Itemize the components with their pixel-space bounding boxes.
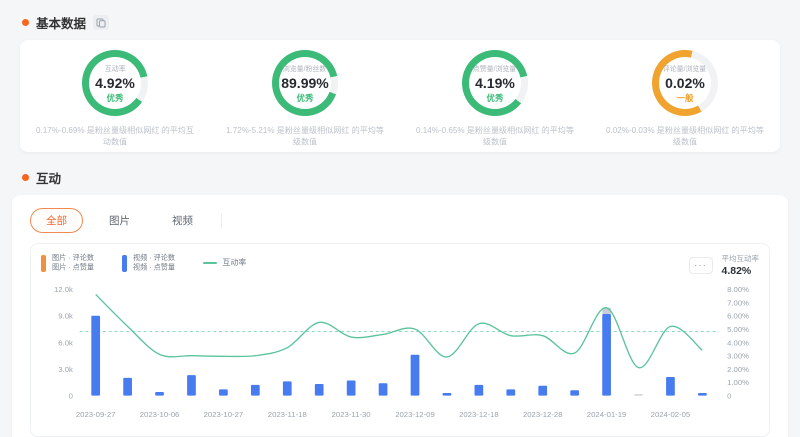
svg-text:2023-11-30: 2023-11-30 [332, 410, 371, 419]
gauge-status-badge: 优秀 [296, 92, 314, 103]
chart-controls: ··· 平均互动率 4.82% [688, 253, 760, 277]
svg-text:3.0k: 3.0k [58, 365, 73, 374]
interaction-card: 全部 图片 视频 图片 · 评论数 图片 · 点赞量 视频 · 评论数 视频 · 点… [12, 195, 788, 437]
bar-series-swatch-icon [122, 254, 128, 272]
svg-text:4.00%: 4.00% [727, 338, 749, 347]
orange-bullet-icon [22, 19, 29, 26]
svg-text:5.00%: 5.00% [727, 325, 749, 334]
gauge-inner: 浏览量/粉丝数 89.99% 优秀 [278, 57, 331, 109]
gauge-ring: 评论量/浏览量 0.02% 一般 [651, 50, 718, 116]
svg-text:8.00%: 8.00% [727, 285, 749, 294]
legend-item-interaction-rate[interactable]: 互动率 [203, 257, 246, 268]
gauge-label: 评论量/浏览量 [663, 63, 707, 73]
basic-data-header: 基本数据 [0, 0, 800, 32]
gauge-status-badge: 一般 [676, 92, 694, 103]
gauge-value: 4.19% [475, 74, 515, 91]
legend-line-label: 互动率 [222, 258, 247, 267]
gauge-inner: 评论量/浏览量 0.02% 一般 [658, 57, 711, 109]
svg-text:12.0k: 12.0k [54, 285, 73, 294]
average-rate-value: 4.82% [721, 265, 752, 277]
svg-text:0: 0 [69, 391, 73, 400]
gauge-status-badge: 优秀 [106, 92, 124, 103]
gauge-inner: 点赞量/浏览量 4.19% 优秀 [468, 57, 521, 109]
bar-series-swatch-icon [41, 254, 46, 272]
copy-icon[interactable] [93, 15, 110, 30]
svg-text:2023-10-27: 2023-10-27 [204, 410, 244, 419]
gauge-benchmark-caption: 0.02%-0.03% 是粉丝量级相似网红 的平均等级数值 [606, 125, 764, 147]
interaction-chart-panel: 图片 · 评论数 图片 · 点赞量 视频 · 评论数 视频 · 点赞量 互动率 ··… [30, 243, 770, 437]
gauge-benchmark-caption: 0.14%-0.65% 是粉丝量级相似网红 的平均等级数值 [416, 125, 574, 147]
gauge-benchmark-caption: 1.72%-5.21% 是粉丝量级相似网红 的平均等级数值 [226, 125, 384, 147]
svg-text:2.00%: 2.00% [727, 365, 749, 374]
gauge-label: 浏览量/粉丝数 [283, 63, 327, 73]
interaction-bar-line-chart[interactable]: 12.0k 9.0k 6.0k 3.0k 0 8.00% 7.00% 6.00% 5.00% 4.… [41, 277, 759, 429]
tab-video[interactable]: 视频 [172, 215, 193, 227]
svg-text:6.00%: 6.00% [727, 312, 749, 321]
average-rate-block: 平均互动率 4.82% [722, 253, 760, 277]
gauge-label: 点赞量/浏览量 [473, 63, 517, 73]
svg-text:6.0k: 6.0k [58, 338, 73, 347]
gauge-benchmark-caption: 0.17%-0.69% 是粉丝量级相似网红 的平均互动数值 [36, 125, 194, 147]
gauge-metric: 互动率 4.92% 优秀 0.17%-0.69% 是粉丝量级相似网红 的平均互动… [24, 50, 206, 152]
svg-text:1.00%: 1.00% [727, 378, 749, 387]
legend-item-series[interactable]: 图片 · 评论数 图片 · 点赞量 [41, 253, 96, 273]
interaction-title: 互动 [36, 172, 62, 186]
legend-series-labels: 视频 · 评论数 视频 · 点赞量 [133, 253, 176, 272]
svg-text:2023-12-09: 2023-12-09 [395, 410, 435, 419]
gauge-value: 0.02% [665, 74, 705, 91]
svg-text:2024-01-19: 2024-01-19 [587, 410, 627, 419]
average-rate-label: 平均互动率 [721, 254, 760, 263]
line-series-swatch-icon [203, 261, 218, 264]
gauge-metric: 评论量/浏览量 0.02% 一般 0.02%-0.03% 是粉丝量级相似网红 的… [594, 50, 776, 152]
copy-icon-glyph [96, 18, 106, 27]
basic-data-title: 基本数据 [36, 17, 87, 31]
svg-text:3.00%: 3.00% [727, 352, 749, 361]
svg-text:9.0k: 9.0k [58, 312, 73, 321]
svg-text:7.00%: 7.00% [727, 298, 749, 307]
gauge-inner: 互动率 4.92% 优秀 [88, 57, 141, 109]
gauge-metric: 点赞量/浏览量 4.19% 优秀 0.14%-0.65% 是粉丝量级相似网红 的… [404, 50, 586, 152]
svg-text:2023-12-18: 2023-12-18 [459, 410, 499, 419]
gauge-label: 互动率 [104, 63, 126, 73]
legend-series-labels: 图片 · 评论数 图片 · 点赞量 [52, 253, 94, 272]
legend-item-series[interactable]: 视频 · 评论数 视频 · 点赞量 [122, 253, 177, 273]
orange-bullet-icon [22, 174, 29, 181]
gauge-metric: 浏览量/粉丝数 89.99% 优秀 1.72%-5.21% 是粉丝量级相似网红 … [214, 50, 396, 152]
tab-all[interactable]: 全部 [30, 208, 83, 233]
gauge-value: 89.99% [281, 74, 329, 91]
svg-text:2024-02-05: 2024-02-05 [651, 410, 691, 419]
basic-data-card: 互动率 4.92% 优秀 0.17%-0.69% 是粉丝量级相似网红 的平均互动… [20, 40, 780, 152]
gauge-value: 4.92% [95, 74, 135, 91]
tab-divider [221, 213, 222, 228]
gauge-ring: 互动率 4.92% 优秀 [81, 50, 148, 116]
gauge-ring: 点赞量/浏览量 4.19% 优秀 [461, 50, 528, 116]
tab-picture[interactable]: 图片 [109, 215, 130, 227]
more-options-button[interactable]: ··· [688, 256, 713, 274]
chart-legend-row: 图片 · 评论数 图片 · 点赞量 视频 · 评论数 视频 · 点赞量 互动率 ··… [41, 253, 759, 277]
svg-text:2023-10-06: 2023-10-06 [140, 410, 180, 419]
gauge-ring: 浏览量/粉丝数 89.99% 优秀 [271, 50, 338, 116]
media-type-tabs: 全部 图片 视频 [30, 208, 770, 233]
gauge-status-badge: 优秀 [486, 92, 504, 103]
svg-text:2023-11-18: 2023-11-18 [268, 410, 307, 419]
svg-text:0: 0 [727, 391, 731, 400]
svg-text:2023-09-27: 2023-09-27 [76, 410, 116, 419]
svg-text:2023-12-28: 2023-12-28 [523, 410, 563, 419]
interaction-header: 互动 [0, 152, 800, 187]
